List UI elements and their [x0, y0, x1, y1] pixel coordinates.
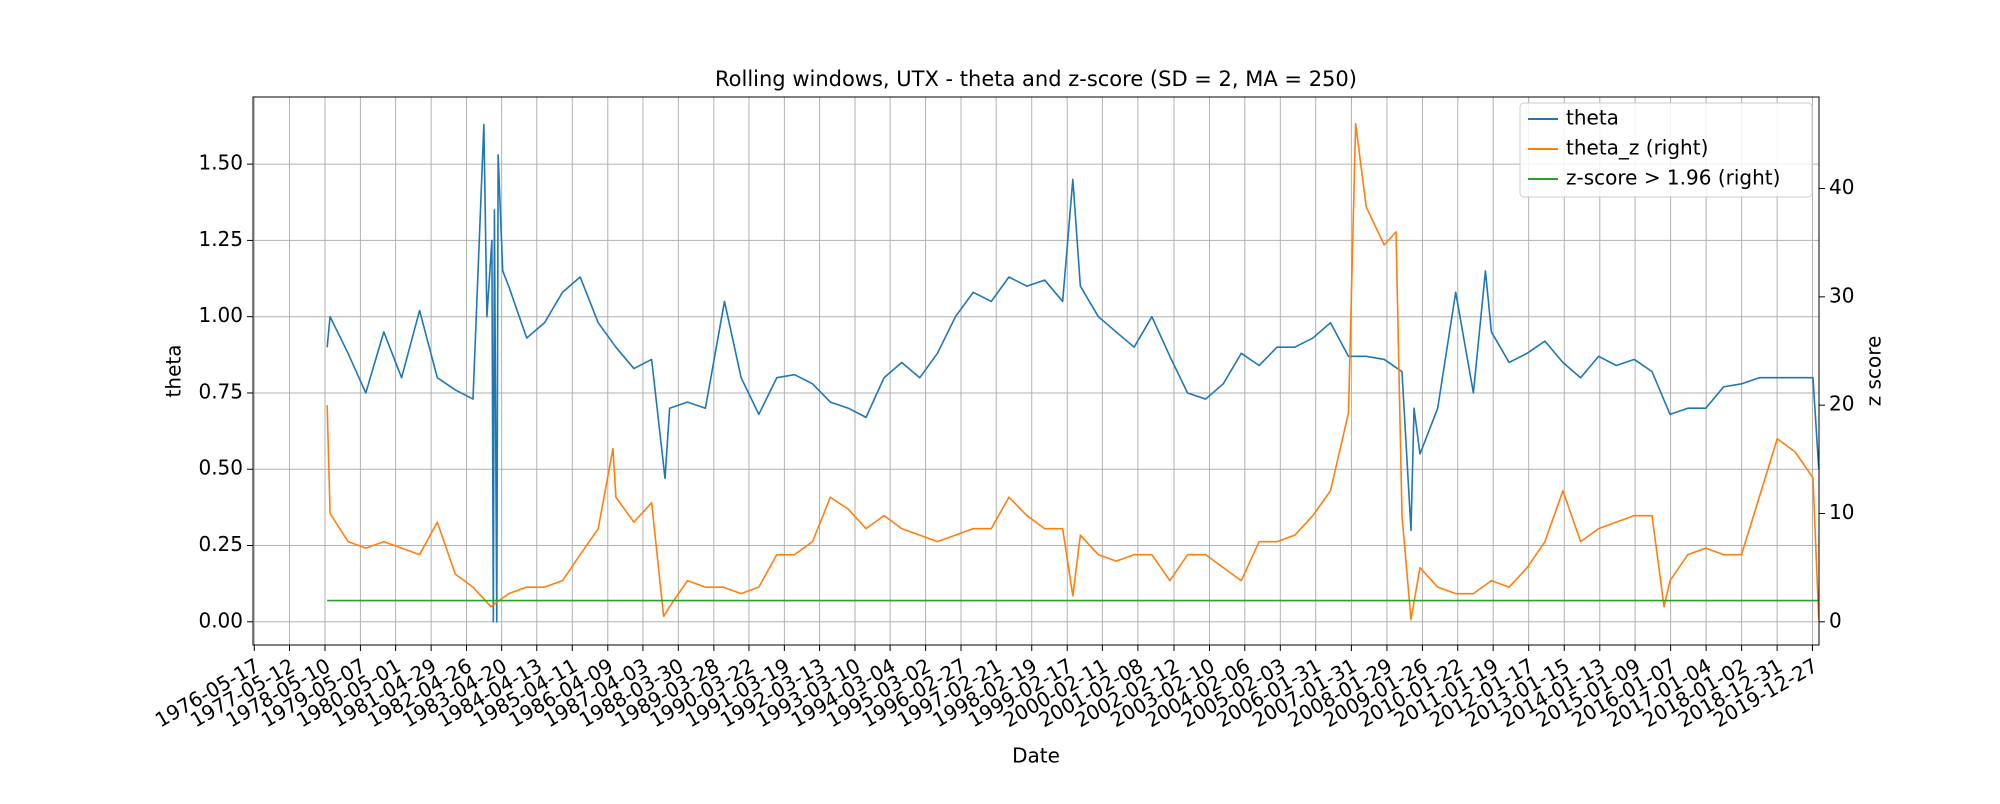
legend: theta theta_z (right) z-score > 1.96 (righ… — [1519, 102, 1813, 198]
y-axis-label: theta — [162, 345, 186, 398]
y-tick-label: 0.25 — [198, 532, 243, 556]
chart-title: Rolling windows, UTX - theta and z-score… — [715, 67, 1357, 91]
y-tick-label: 0.75 — [198, 379, 243, 403]
y-tick-label: 1.00 — [198, 303, 243, 327]
series-line — [326, 123, 1820, 623]
legend-label: theta_z (right) — [1566, 136, 1708, 160]
y-tick-label: 0.50 — [198, 456, 243, 480]
legend-label: theta — [1566, 106, 1619, 130]
y2-tick-label: 30 — [1829, 283, 1854, 307]
grid — [253, 97, 1819, 645]
y2-axis-label: z score — [1862, 336, 1886, 407]
legend-label: z-score > 1.96 (right) — [1566, 166, 1780, 190]
y-tick-label: 1.50 — [198, 151, 243, 175]
y2-tick-label: 10 — [1829, 500, 1854, 524]
x-axis-label: Date — [1012, 744, 1060, 768]
y-tick-label: 0.00 — [198, 608, 243, 632]
legend-box — [1519, 102, 1813, 198]
y-tick-label: 1.25 — [198, 227, 243, 251]
series-line — [326, 122, 1820, 621]
y2-tick-label: 40 — [1829, 175, 1854, 199]
y2-tick-label: 0 — [1829, 608, 1842, 632]
y2-tick-label: 20 — [1829, 392, 1854, 416]
plot-frame — [252, 96, 1820, 646]
